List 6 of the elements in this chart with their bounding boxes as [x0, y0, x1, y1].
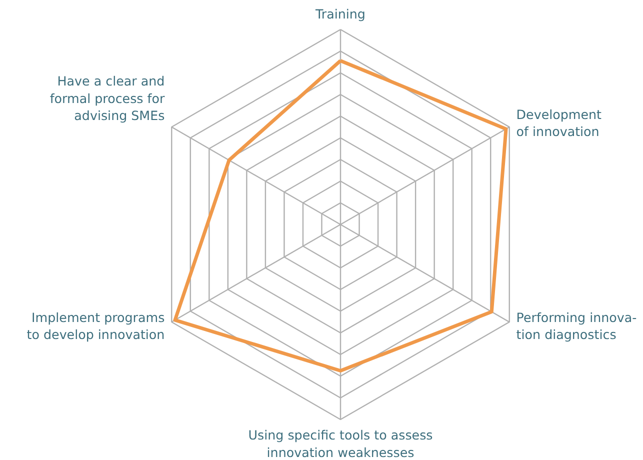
spoke-label: Development of innovation [516, 106, 602, 140]
spoke-label: Using specific tools to assess innovation weaknesses [248, 428, 433, 460]
spoke-label: Have a clear and formal process for advising SMEs [50, 74, 166, 123]
spoke-label: Implement programs to develop innovation [26, 310, 165, 342]
spoke-label: Training [314, 6, 366, 22]
spoke-label: Performing innova- tion diagnostics [516, 310, 637, 342]
